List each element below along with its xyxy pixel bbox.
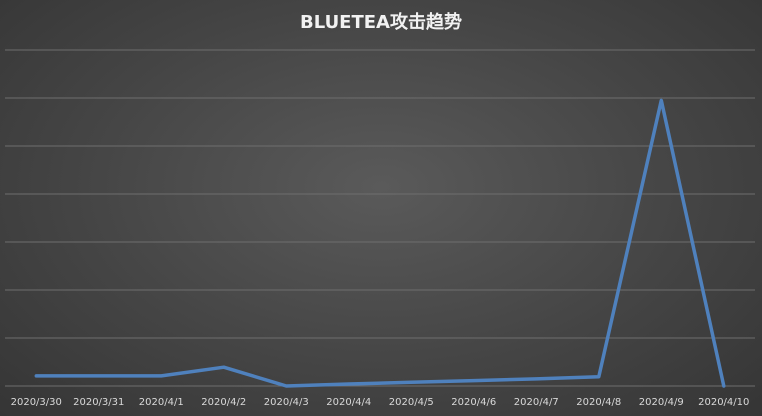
series-layer xyxy=(34,98,726,388)
series-line xyxy=(34,98,726,388)
x-tick-label: 2020/4/5 xyxy=(389,397,434,408)
x-tick-label: 2020/4/7 xyxy=(514,397,559,408)
x-tick-label: 2020/4/10 xyxy=(698,397,749,408)
x-tick-label: 2020/4/3 xyxy=(264,397,309,408)
x-tick-label: 2020/3/31 xyxy=(73,397,124,408)
x-tick-label: 2020/4/1 xyxy=(139,397,184,408)
x-tick-label: 2020/4/2 xyxy=(201,397,246,408)
x-tick-label: 2020/3/30 xyxy=(11,397,62,408)
gridlines xyxy=(5,49,755,387)
x-tick-label: 2020/4/6 xyxy=(451,397,496,408)
x-tick-label: 2020/4/8 xyxy=(576,397,621,408)
x-tick-label: 2020/4/9 xyxy=(639,397,684,408)
chart-title: BLUETEA攻击趋势 xyxy=(300,11,462,33)
x-axis-tick-labels: 2020/3/30 2020/3/31 2020/4/1 2020/4/2 2020/4… xyxy=(11,397,750,408)
x-tick-label: 2020/4/4 xyxy=(326,397,371,408)
